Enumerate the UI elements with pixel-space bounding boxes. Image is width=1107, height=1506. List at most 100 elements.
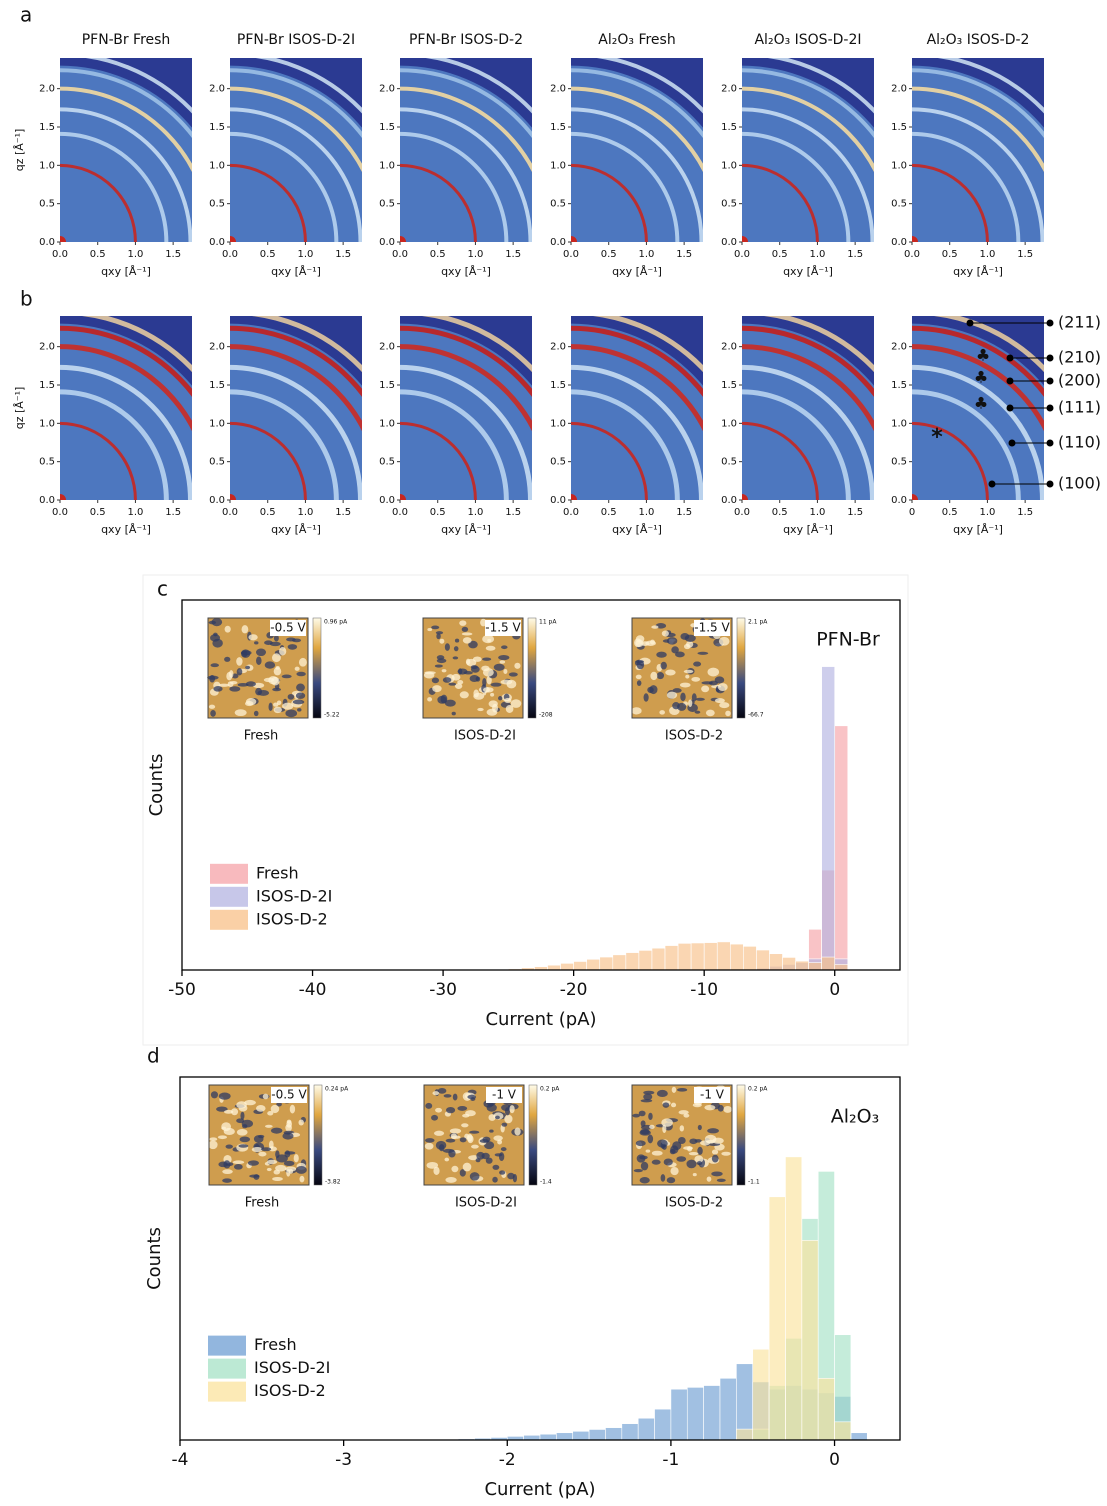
colorbar-max: 0.24 pA — [325, 1086, 349, 1093]
afm-grain — [436, 655, 445, 660]
x-tick-label: 0.5 — [601, 507, 617, 518]
afm-grain — [484, 1141, 495, 1150]
afm-grain — [497, 1139, 503, 1145]
afm-grain — [208, 1140, 218, 1150]
afm-grain — [643, 693, 649, 702]
afm-grain — [262, 1093, 269, 1100]
peak-symbol: ♣ — [976, 346, 990, 365]
diffraction-ring — [400, 325, 532, 398]
histogram-bar — [588, 1429, 606, 1441]
y-tick-label: 1.0 — [39, 160, 55, 171]
y-tick-label: 1.5 — [891, 122, 907, 133]
afm-inset: -1.5 V 2.1 pA -66.7 ISOS-D-2 — [631, 617, 768, 744]
afm-grain — [448, 682, 457, 686]
y-tick-label: 2.0 — [379, 342, 395, 353]
afm-grain — [469, 1130, 480, 1134]
afm-grain — [463, 670, 473, 675]
diffraction-ring — [742, 107, 874, 242]
diffraction-ring — [230, 421, 307, 500]
y-tick-label: 1.0 — [39, 418, 55, 429]
afm-grain — [485, 645, 496, 651]
afm-grain — [256, 656, 262, 665]
x-axis-label: qxy [Å⁻¹] — [953, 265, 1003, 278]
y-tick-label: 1.0 — [379, 418, 395, 429]
giwaxs-panel: 0.0 0.5 1.0 1.5 0.0 0.5 1.0 1.5 2.0 qxy [Å⁻¹] — [550, 316, 703, 536]
histogram-bar — [586, 958, 601, 971]
afm-grain — [694, 1139, 702, 1143]
histogram-bar — [599, 956, 614, 971]
afm-grain — [286, 1120, 292, 1128]
giwaxs-panel: 0.0 0.5 1.0 1.5 0.0 0.5 1.0 1.5 2.0 qxy [Å⁻¹] — [379, 316, 532, 536]
peak-label: (210) — [1058, 348, 1101, 367]
x-tick-label: 1.5 — [847, 249, 863, 260]
panel-label: d — [147, 1044, 160, 1068]
afm-grain — [461, 626, 469, 632]
afm-grain — [688, 699, 693, 708]
histogram-bar — [752, 1348, 770, 1441]
afm-grain — [508, 672, 518, 677]
afm-grain — [224, 656, 231, 662]
afm-grain — [639, 1155, 648, 1160]
diffraction-ring — [230, 389, 339, 500]
afm-grain — [444, 643, 450, 651]
afm-grain — [660, 661, 667, 670]
afm-grain — [514, 662, 521, 669]
y-tick-label: 0.5 — [891, 199, 907, 210]
afm-grain — [510, 699, 522, 708]
colorbar — [736, 1084, 746, 1186]
colorbar-min: -3.82 — [325, 1179, 341, 1186]
afm-frame — [208, 1084, 310, 1186]
afm-grain — [680, 692, 686, 702]
afm-grain — [659, 710, 665, 715]
afm-grain — [501, 1104, 512, 1111]
afm-grain — [495, 1115, 500, 1120]
peak-label: (100) — [1058, 474, 1101, 493]
afm-grain — [445, 1138, 456, 1143]
afm-grain — [499, 1170, 506, 1175]
afm-grain — [477, 707, 484, 712]
afm-grain — [683, 1113, 690, 1118]
afm-grain — [282, 702, 294, 710]
beamstop — [912, 236, 918, 242]
afm-grain — [645, 1149, 651, 1153]
histogram-bar — [821, 956, 836, 971]
x-tick-label: 0.0 — [734, 249, 750, 260]
peak-dot — [1046, 439, 1054, 447]
diffraction-ring — [60, 163, 137, 242]
x-axis-label: Current (pA) — [485, 1009, 596, 1030]
afm-grain — [237, 682, 249, 687]
afm-grain — [492, 1176, 498, 1183]
y-tick-label: 0.0 — [721, 237, 737, 248]
afm-grain — [272, 687, 282, 692]
peak-symbol: ♣ — [974, 394, 988, 413]
afm-grain — [493, 1135, 503, 1141]
histogram-bar — [729, 943, 744, 971]
afm-grain — [692, 1172, 697, 1177]
y-tick-label: 1.5 — [379, 380, 395, 391]
x-tick-label: 0 — [829, 980, 840, 1000]
colorbar-max: 0.2 pA — [540, 1086, 560, 1093]
giwaxs-panel: PFN-Br Fresh 0.0 0.5 1.0 1.5 0.0 0.5 1.0 1.5 2.0 q… — [13, 32, 192, 278]
afm-grain — [441, 669, 447, 673]
y-tick-label: 2.0 — [550, 84, 566, 95]
plot-frame — [181, 599, 901, 971]
afm-frame — [422, 617, 524, 719]
peak-dot — [1006, 354, 1014, 362]
diffraction-ring — [85, 58, 192, 114]
afm-grain — [640, 1128, 650, 1135]
colorbar-max: 2.1 pA — [748, 619, 768, 626]
x-axis-label: qxy [Å⁻¹] — [441, 523, 491, 536]
diffraction-ring — [60, 389, 169, 500]
diffraction-ring — [571, 389, 680, 500]
y-tick-label: 0.0 — [209, 237, 225, 248]
afm-grain — [439, 1144, 445, 1152]
diffraction-ring — [571, 344, 703, 432]
bias-label: -1.5 V — [485, 621, 521, 635]
panel-title: Al₂O₃ Fresh — [598, 32, 675, 48]
afm-grain — [643, 1090, 655, 1095]
afm-grain — [450, 1135, 461, 1139]
afm-grain — [281, 674, 292, 679]
afm-grain — [210, 663, 219, 668]
histogram-panel: -50 -40 -30 -20 -10 0 Current (pA) Counts PFN-Br… — [146, 599, 901, 1030]
y-tick-label: 1.0 — [721, 418, 737, 429]
